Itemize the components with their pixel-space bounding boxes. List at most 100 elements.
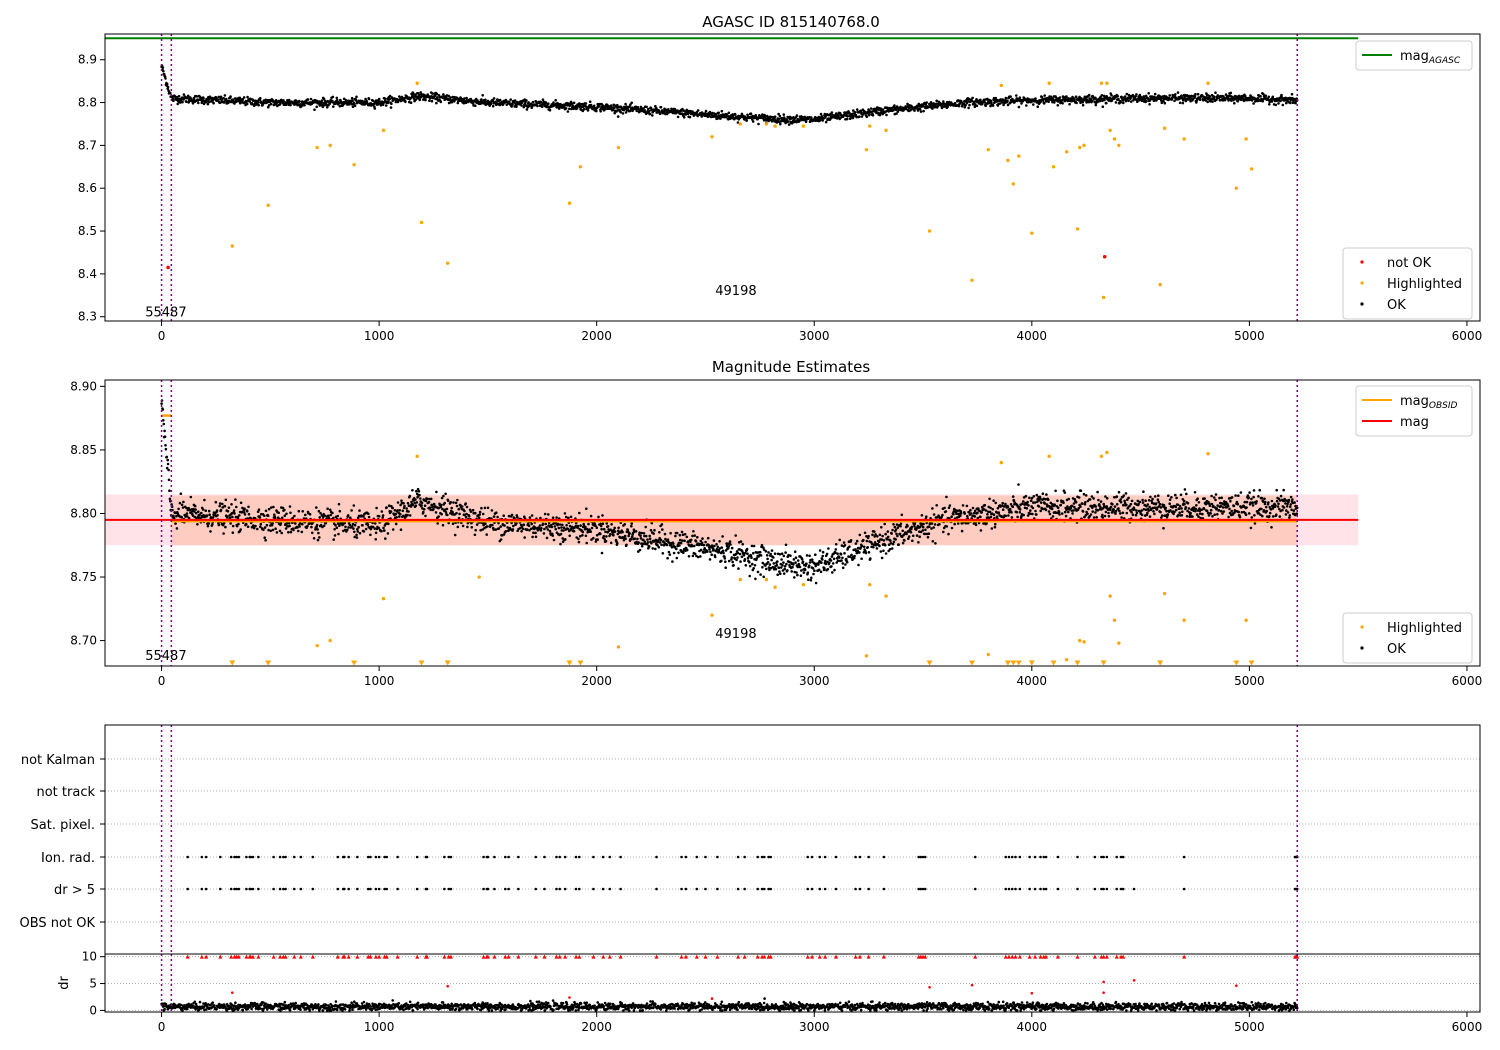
magnitude-estimates-ok-point [1044, 508, 1048, 512]
magnitude-estimates-ok-point [538, 524, 542, 527]
light-curve-ok-point [731, 114, 735, 118]
light-curve-ok-point [1006, 99, 1009, 103]
light-curve-ok-point [1148, 103, 1151, 106]
light-curve-ok-point [727, 111, 731, 115]
magnitude-estimates-ok-point [563, 512, 567, 515]
magnitude-estimates-ok-point [226, 510, 230, 513]
magnitude-estimates-ok-point [600, 551, 604, 555]
magnitude-estimates-ok-point [581, 534, 584, 537]
magnitude-estimates-ok-point [579, 524, 582, 527]
magnitude-estimates-ok-point [599, 524, 603, 528]
magnitude-estimates-ok-point [1153, 495, 1157, 498]
magnitude-estimates-ok-point [266, 514, 270, 518]
magnitude-estimates-ok-point [496, 515, 499, 519]
magnitude-estimates-ok-point [713, 555, 717, 559]
magnitude-estimates-ok-point [1091, 510, 1094, 513]
light-curve-ok-point [448, 101, 451, 105]
light-curve-highlighted-point [1030, 231, 1034, 235]
magnitude-estimates-ok-point [730, 546, 734, 550]
magnitude-estimates-ok-point [693, 534, 696, 537]
magnitude-estimates-ok-point [362, 530, 366, 533]
light-curve-upper-legend-label-sub: AGASC [1428, 56, 1461, 66]
magnitude-estimates-ok-point [742, 553, 746, 557]
light-curve-ok-point [388, 97, 392, 101]
magnitude-estimates-ok-point [606, 525, 610, 528]
magnitude-estimates-ok-point [255, 527, 259, 531]
magnitude-estimates-ok-point [481, 512, 485, 516]
magnitude-estimates-ok-point [605, 535, 608, 538]
magnitude-estimates-ok-point [301, 522, 304, 526]
light-curve-ok-point [869, 107, 873, 110]
light-curve-not-ok-point [166, 265, 170, 270]
magnitude-estimates-ok-point [601, 514, 604, 517]
light-curve-ok-point [1274, 103, 1278, 107]
light-curve-ok-point [868, 112, 871, 116]
magnitude-estimates-ok-point [817, 568, 821, 572]
light-curve-lower-legend-label-main: not OK [1387, 256, 1432, 271]
magnitude-estimates-ok-point [174, 522, 177, 525]
magnitude-estimates-ok-point [358, 531, 362, 535]
magnitude-estimates-ok-point [1043, 502, 1046, 505]
light-curve-highlighted-point [738, 122, 742, 126]
magnitude-estimates-ok-point [759, 554, 763, 557]
light-curve-ok-point [1006, 103, 1010, 107]
magnitude-estimates-ok-point [932, 526, 935, 529]
light-curve-ok-point [616, 115, 620, 118]
magnitude-estimates-ok-point [798, 565, 802, 569]
light-curve-ok-point [1018, 96, 1022, 99]
light-curve-highlighted-point [1075, 227, 1080, 231]
magnitude-estimates-ok-point [784, 543, 788, 547]
magnitude-estimates-ok-point [758, 550, 762, 554]
light-curve-ok-point [931, 107, 934, 110]
magnitude-estimates-ok-point [769, 552, 772, 556]
magnitude-estimates-ok-point [692, 530, 695, 533]
magnitude-estimates-ok-point [289, 530, 293, 534]
magnitude-estimates-ok-point [1018, 508, 1022, 511]
light-curve-ok-point [480, 98, 483, 101]
magnitude-estimates-ok-point [979, 515, 982, 519]
magnitude-estimates-ok-point [634, 530, 638, 533]
light-curve-y-tick-label: 8.6 [78, 181, 97, 195]
magnitude-estimates-ok-point [821, 558, 824, 561]
magnitude-estimates-ok-point [875, 547, 879, 550]
magnitude-estimates-ok-point [666, 538, 670, 541]
light-curve-ok-point [991, 104, 995, 107]
magnitude-estimates-ok-point [950, 515, 953, 518]
magnitude-estimates-ok-point [375, 506, 378, 510]
light-curve-highlighted-point [578, 165, 583, 169]
light-curve-ok-point [918, 108, 922, 111]
magnitude-estimates-ok-point [1031, 506, 1035, 510]
magnitude-estimates-ok-point [556, 522, 560, 526]
magnitude-estimates-ok-point [1084, 494, 1088, 497]
magnitude-estimates-ok-point [1050, 507, 1054, 511]
magnitude-estimates-ok-point [429, 497, 433, 501]
magnitude-estimates-ok-point [470, 526, 474, 529]
light-curve-ok-point [1206, 100, 1209, 104]
magnitude-estimates-ok-point [778, 553, 782, 556]
magnitude-estimates-ok-point [592, 536, 595, 540]
magnitude-estimates-ok-point [206, 524, 210, 528]
magnitude-estimates-ok-point [969, 508, 972, 512]
magnitude-estimates-ok-point [304, 513, 307, 517]
magnitude-estimates-ok-point [367, 512, 370, 515]
magnitude-estimates-ok-point [357, 525, 360, 529]
magnitude-estimates-ok-point [841, 556, 844, 560]
magnitude-estimates-ok-point [263, 536, 267, 539]
magnitude-estimates-ok-point [710, 544, 714, 547]
magnitude-estimates-ok-point [406, 501, 410, 505]
magnitude-estimates-ok-point [1063, 510, 1067, 514]
magnitude-estimates-ok-point [793, 576, 796, 579]
magnitude-estimates-ok-point [625, 543, 628, 547]
light-curve-ok-point [852, 109, 855, 112]
light-curve-ok-point [635, 109, 638, 113]
magnitude-estimates-ok-point [900, 513, 904, 517]
magnitude-estimates-ok-point [602, 534, 606, 538]
magnitude-estimates-ok-point [745, 547, 749, 551]
magnitude-estimates-ok-point [1115, 495, 1119, 498]
magnitude-estimates-ok-point [739, 540, 743, 543]
light-curve-ok-point [1125, 92, 1129, 96]
magnitude-estimates-ok-point [865, 539, 869, 543]
light-curve-ok-point [963, 106, 966, 109]
magnitude-estimates-ok-point [1129, 502, 1133, 506]
magnitude-estimates-ok-point [989, 515, 993, 519]
